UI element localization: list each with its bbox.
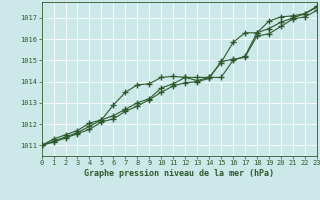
X-axis label: Graphe pression niveau de la mer (hPa): Graphe pression niveau de la mer (hPa) — [84, 169, 274, 178]
